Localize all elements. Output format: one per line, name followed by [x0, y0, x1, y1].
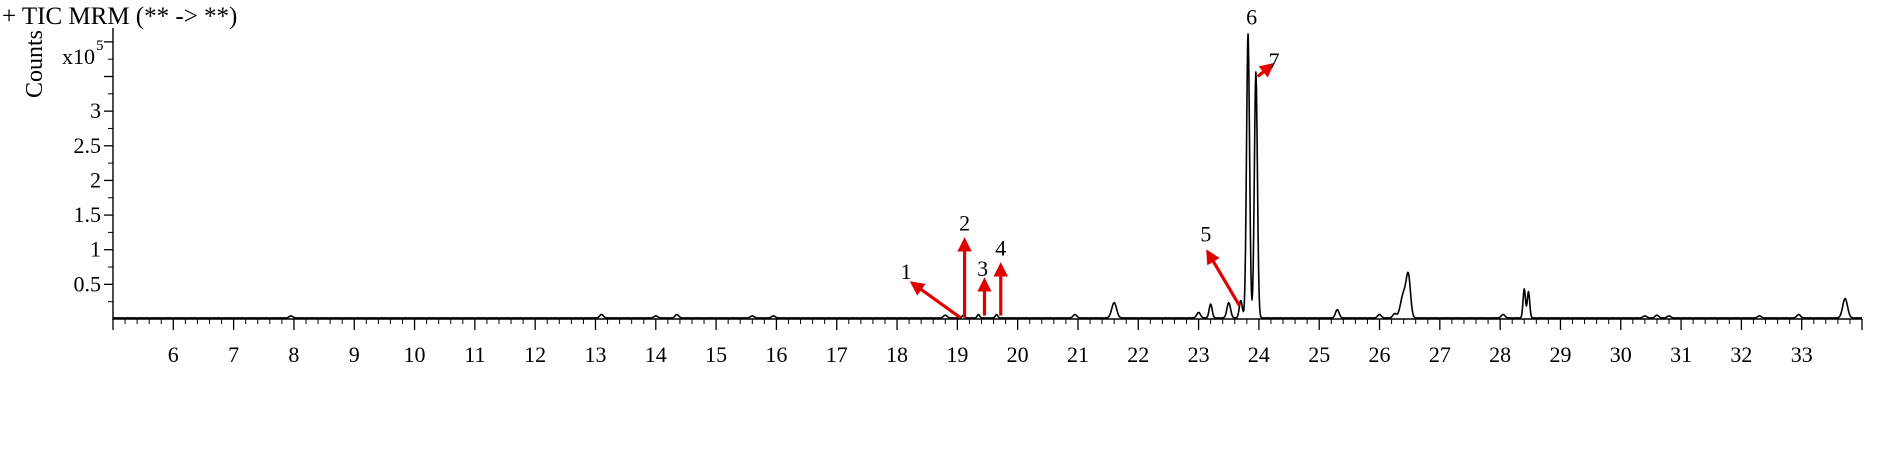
- x-tick-label: 30: [1610, 342, 1632, 367]
- x-tick-label: 33: [1791, 342, 1813, 367]
- peak-1-label: 1: [901, 259, 912, 284]
- x-tick-label: 31: [1670, 342, 1692, 367]
- y-axis: 0.5 1 1.5 2 2.5 3: [74, 28, 114, 320]
- tic-trace-line: [112, 33, 1863, 319]
- x-tick-label: 6: [168, 342, 179, 367]
- peak-1-arrow: [909, 281, 962, 319]
- y-tick-label: 2.5: [74, 133, 102, 158]
- y-tick-label: 0.5: [74, 271, 102, 296]
- x-tick-label: 32: [1730, 342, 1752, 367]
- trace-group: [112, 33, 1863, 319]
- x-tick-label: 29: [1549, 342, 1571, 367]
- x-tick-label: 13: [584, 342, 606, 367]
- x-tick-label: 21: [1067, 342, 1089, 367]
- y-tick-label: 1.5: [74, 202, 102, 227]
- x-tick-label: 27: [1429, 342, 1451, 367]
- peak-3-label: 3: [977, 256, 988, 281]
- y-tick-label: 1: [90, 237, 101, 262]
- y-multiplier-base: x10: [62, 44, 95, 69]
- x-tick-label: 20: [1007, 342, 1029, 367]
- x-tick-label: 18: [886, 342, 908, 367]
- x-tick-label: 10: [404, 342, 426, 367]
- x-tick-label: 11: [464, 342, 485, 367]
- y-tick-label: 3: [90, 98, 101, 123]
- x-tick-label: 15: [705, 342, 727, 367]
- peak-2-label: 2: [959, 210, 970, 235]
- annotation-group: 1 234 5 67: [901, 5, 1279, 319]
- x-tick-label: 26: [1369, 342, 1391, 367]
- x-tick-label: 22: [1127, 342, 1149, 367]
- x-tick-label: 7: [228, 342, 239, 367]
- peak-7-arrow: [1256, 62, 1275, 78]
- x-tick-label: 23: [1188, 342, 1210, 367]
- y-multiplier: x10 5: [62, 38, 104, 69]
- x-tick-label: 14: [645, 342, 667, 367]
- peak-4-label: 4: [995, 235, 1006, 260]
- y-tick-label: 2: [90, 167, 101, 192]
- x-axis: 6 7 8 9 10 11 12 13 14 15 16 17 18 19 20 21 22 23 24 25 26 27…: [112, 318, 1863, 367]
- x-tick-label: 17: [826, 342, 848, 367]
- x-tick-label: 25: [1308, 342, 1330, 367]
- peak-5-arrow: [1206, 249, 1241, 307]
- x-tick-label: 8: [288, 342, 299, 367]
- x-tick-label: 9: [349, 342, 360, 367]
- chart-title: + TIC MRM (** -> **): [2, 3, 237, 30]
- x-tick-label: 16: [765, 342, 787, 367]
- peak-6-label: 6: [1246, 5, 1257, 30]
- x-tick-label: 12: [524, 342, 546, 367]
- peak-7-label: 7: [1268, 48, 1279, 73]
- peak-5-label: 5: [1200, 221, 1211, 246]
- y-axis-label: Counts: [22, 30, 48, 98]
- y-multiplier-exponent: 5: [96, 38, 104, 54]
- x-tick-label: 19: [946, 342, 968, 367]
- x-tick-label: 24: [1248, 342, 1270, 367]
- x-tick-label: 28: [1489, 342, 1511, 367]
